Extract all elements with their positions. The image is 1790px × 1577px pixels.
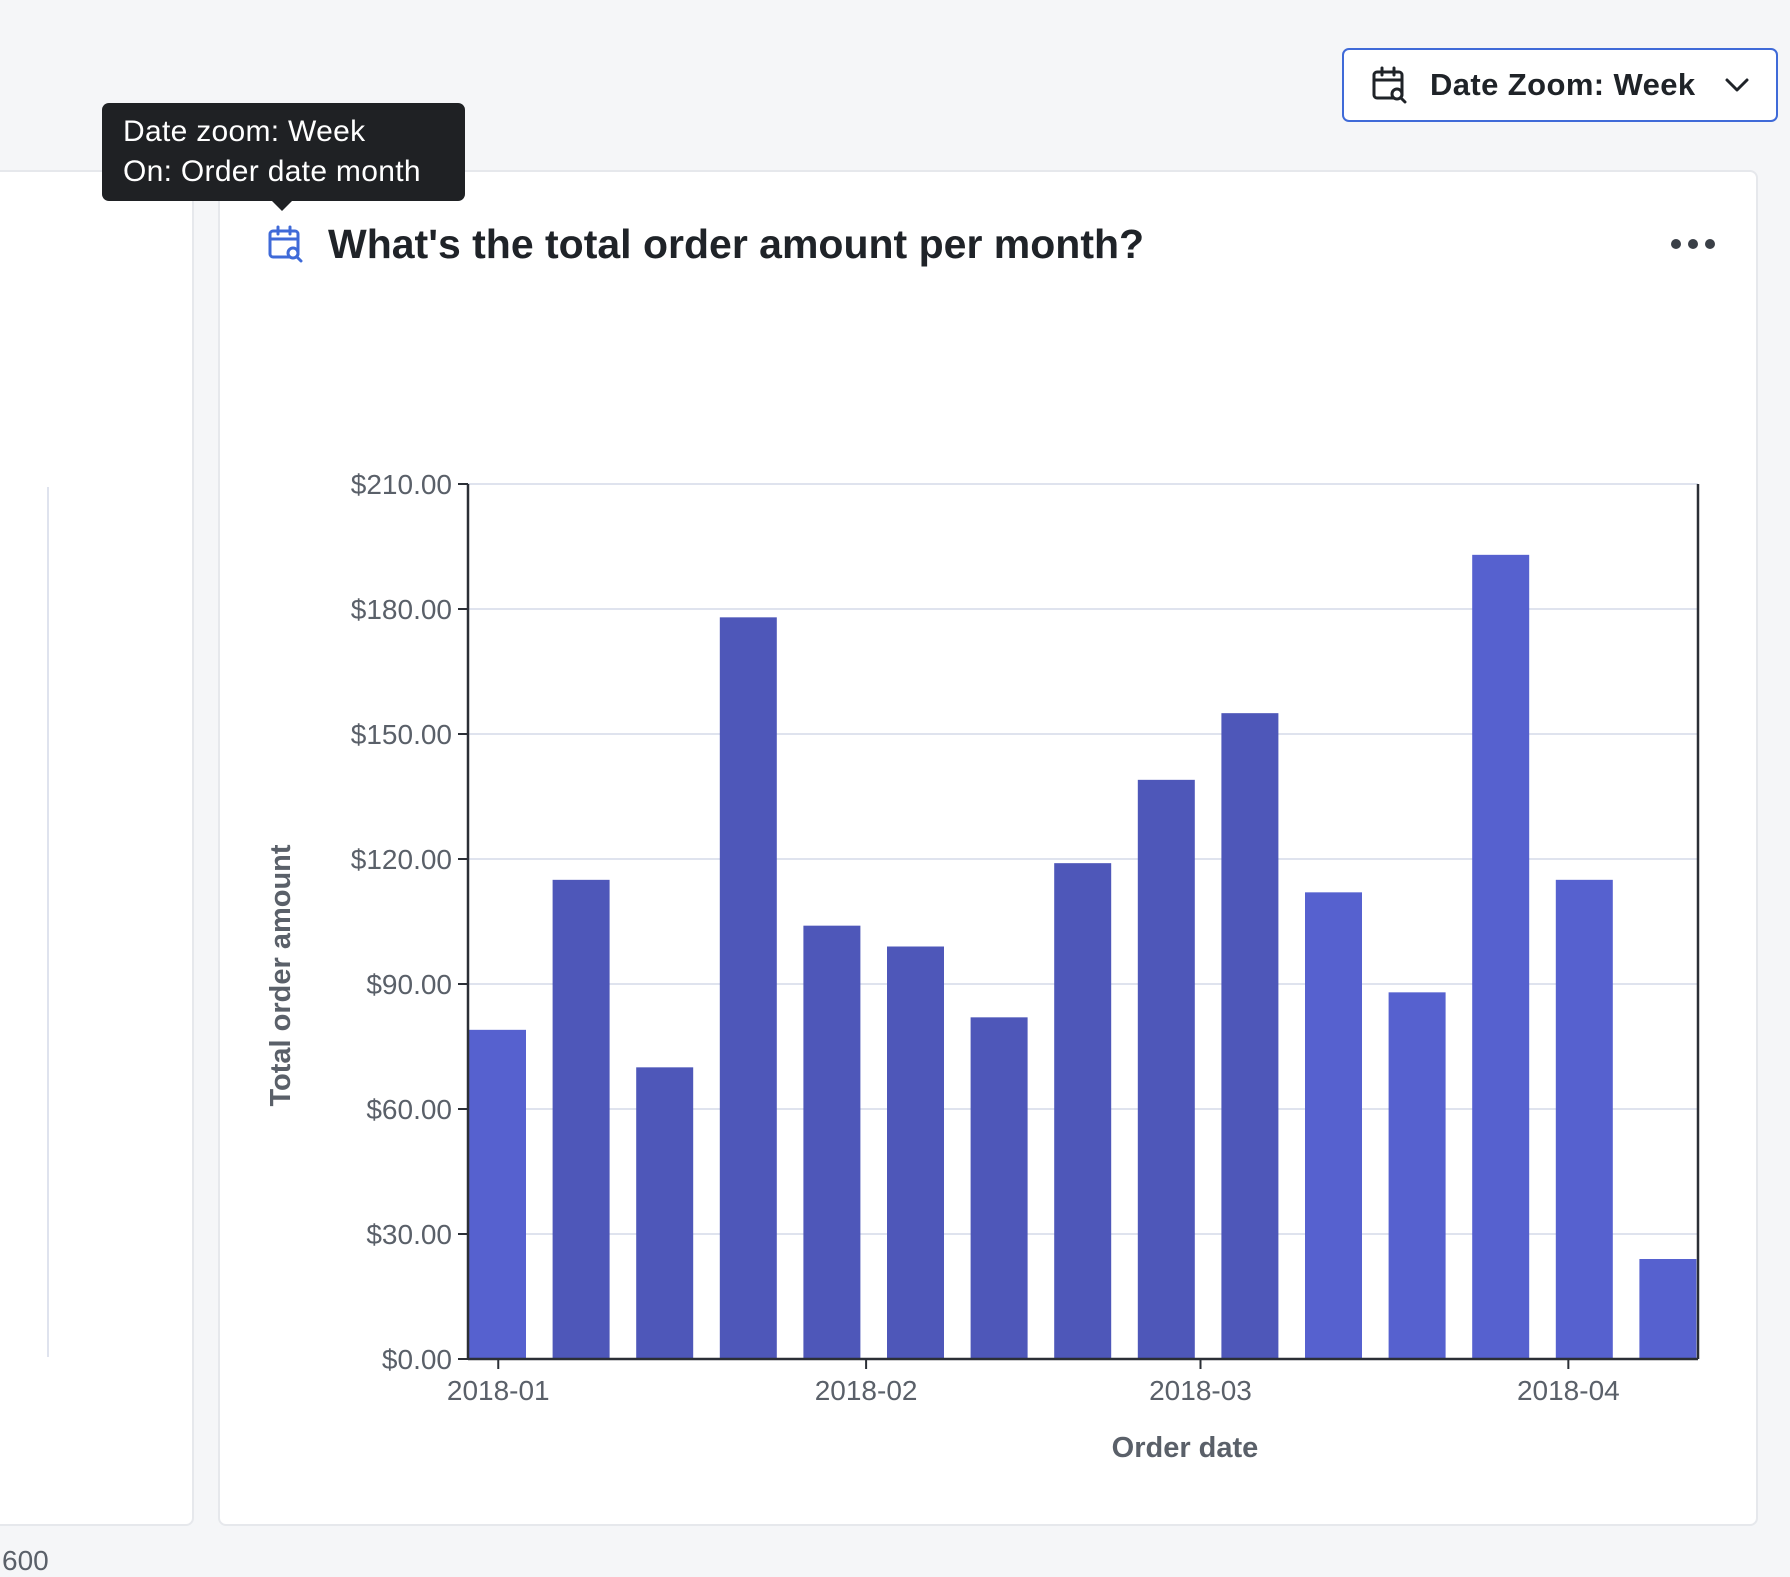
card-title: What's the total order amount per month? — [328, 220, 1145, 267]
card-header: What's the total order amount per month? — [268, 214, 1716, 274]
left-chart-tick-label: 600 — [2, 1545, 49, 1576]
bar — [1639, 1259, 1697, 1359]
bar — [887, 946, 944, 1359]
bar — [469, 1029, 526, 1359]
calendar-search-icon — [1372, 66, 1407, 104]
y-tick-label: $60.00 — [366, 1094, 452, 1125]
y-axis-title: Total order amount — [265, 844, 297, 1106]
y-tick-label: $30.00 — [366, 1219, 452, 1250]
bar — [1388, 992, 1446, 1359]
bar — [636, 1067, 694, 1359]
bar — [1305, 892, 1362, 1359]
bar — [1137, 779, 1195, 1359]
bar — [552, 879, 610, 1359]
date-zoom-tooltip: Date zoom: Week On: Order date month — [102, 103, 465, 211]
left-chart-card: 600 — [0, 170, 194, 1576]
x-tick-label: 2018-02 — [815, 1375, 918, 1406]
more-horizontal-icon[interactable] — [1670, 234, 1716, 254]
tooltip-line-zoom: Date zoom: Week — [123, 115, 366, 148]
left-chart-gridline — [47, 487, 49, 1357]
y-tick-label: $180.00 — [351, 594, 452, 625]
date-zoom-dropdown[interactable]: Date Zoom: Week — [1342, 48, 1778, 122]
bar-chart: $0.00 $30.00 $60.00 $90.00 $120.00 $150.00 $18… — [265, 469, 1700, 1464]
y-tick-label: $150.00 — [351, 719, 452, 750]
bar — [1472, 554, 1530, 1359]
tooltip-line-on: On: Order date month — [123, 155, 421, 188]
bar — [803, 925, 861, 1359]
x-tick-label: 2018-04 — [1517, 1375, 1620, 1406]
x-tick-label: 2018-01 — [447, 1375, 550, 1406]
tooltip-arrow — [272, 201, 292, 211]
y-tick-label: $120.00 — [351, 844, 452, 875]
chart-card: What's the total order amount per month?… — [218, 170, 1758, 1526]
bar — [1221, 713, 1279, 1359]
bar — [970, 1017, 1028, 1359]
label-layer: $0.00 $30.00 $60.00 $90.00 $120.00 $150.00 $18… — [351, 469, 1620, 1406]
chevron-down-icon — [1725, 78, 1749, 92]
bar — [719, 617, 777, 1359]
y-tick-label: $0.00 — [382, 1344, 452, 1375]
bar — [1054, 863, 1112, 1359]
calendar-search-icon[interactable] — [268, 225, 304, 263]
bar — [1555, 879, 1613, 1359]
x-axis-title: Order date — [1112, 1432, 1259, 1464]
y-tick-label: $90.00 — [366, 969, 452, 1000]
axis-layer — [458, 483, 1700, 1369]
y-tick-label: $210.00 — [351, 469, 452, 500]
bar-layer — [469, 554, 1697, 1359]
date-zoom-label: Date Zoom: Week — [1430, 67, 1696, 102]
x-tick-label: 2018-03 — [1149, 1375, 1252, 1406]
